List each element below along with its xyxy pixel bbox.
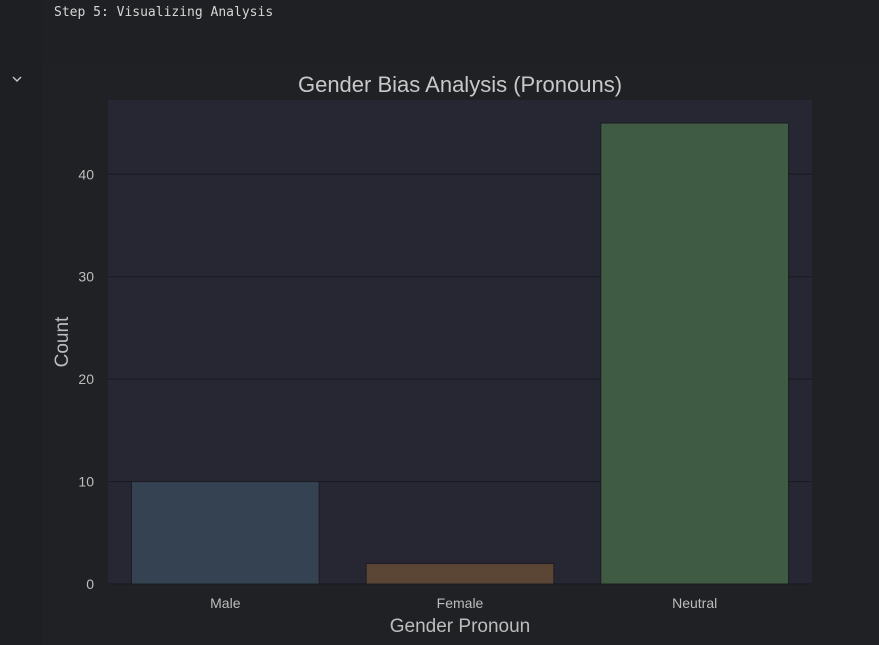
chevron-down-icon[interactable] [8, 70, 26, 88]
y-tick-label: 20 [78, 371, 94, 387]
y-tick-label: 0 [86, 576, 94, 592]
cell-gutter [0, 0, 42, 645]
cell-output-text: Step 5: Visualizing Analysis [54, 5, 274, 20]
bar-male [130, 481, 320, 585]
x-tick-label: Neutral [672, 595, 717, 611]
bar-female [365, 563, 555, 585]
chart-output: 0 10 20 30 40 Male Female Neutral Gender Bias An… [42, 62, 879, 645]
x-tick-label: Male [210, 595, 241, 611]
bar-chart: 0 10 20 30 40 Male Female Neutral Gender Bias An… [52, 72, 812, 637]
x-axis-label: Gender Pronoun [390, 616, 531, 637]
x-tick-label: Female [437, 595, 484, 611]
y-tick-label: 30 [78, 269, 94, 285]
y-tick-label: 10 [78, 474, 94, 490]
y-axis-label: Count [52, 316, 73, 367]
chart-title: Gender Bias Analysis (Pronouns) [298, 72, 622, 97]
bar-neutral [600, 122, 790, 585]
y-tick-label: 40 [78, 166, 94, 182]
